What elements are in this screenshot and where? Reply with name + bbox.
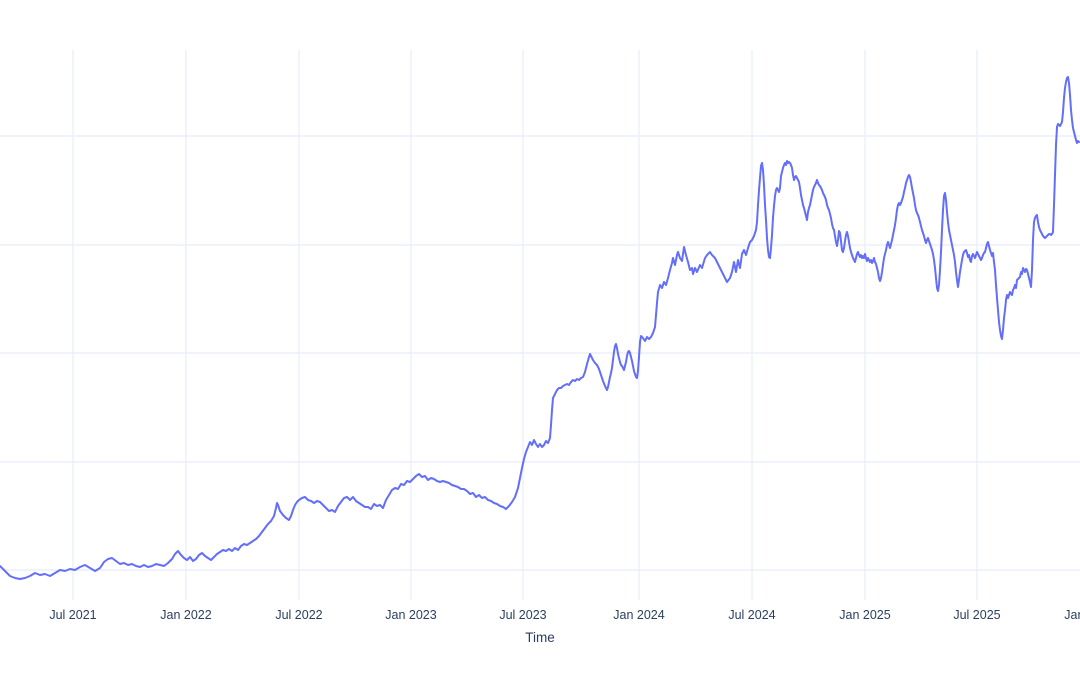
x-tick-label: Jan 2025 <box>839 608 890 622</box>
horizontal-gridlines <box>0 135 1080 571</box>
x-tick-label: Jul 2021 <box>49 608 96 622</box>
x-tick-label: Jul 2022 <box>275 608 322 622</box>
x-tick-labels: Jul 2021 Jan 2022 Jul 2022 Jan 2023 Jul 2023… <box>49 608 1080 622</box>
x-tick-label: Jul 2025 <box>953 608 1000 622</box>
x-tick-label: Jan 2024 <box>613 608 664 622</box>
x-tick-label: Jan 2026 <box>1064 608 1080 622</box>
series-line[interactable] <box>0 76 1080 580</box>
x-axis-title: Time <box>525 630 555 645</box>
x-tick-label: Jan 2023 <box>385 608 436 622</box>
x-tick-label: Jul 2023 <box>499 608 546 622</box>
x-tick-label: Jul 2024 <box>728 608 775 622</box>
vertical-gridlines <box>72 50 978 600</box>
x-tick-label: Jan 2022 <box>160 608 211 622</box>
